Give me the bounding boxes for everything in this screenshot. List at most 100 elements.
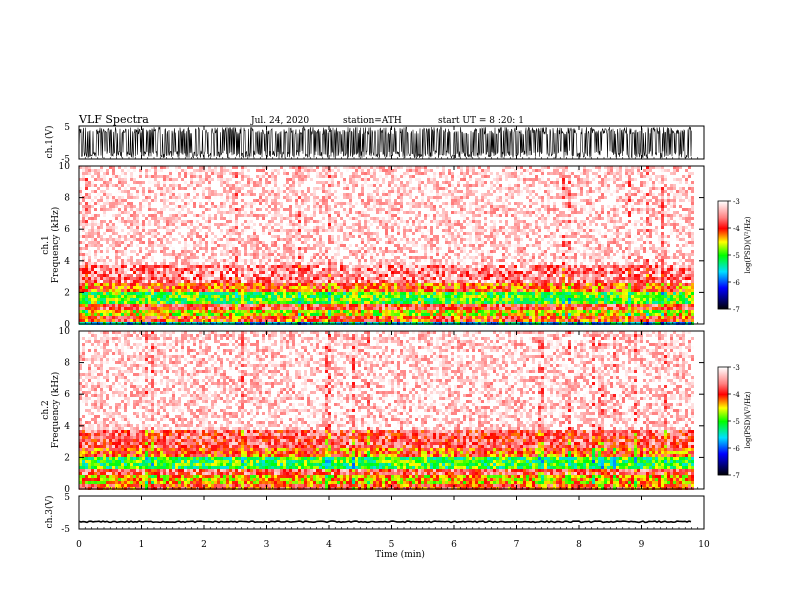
ch1-spectrogram-cell <box>148 184 151 187</box>
ch1-spectrogram-cell <box>334 319 337 322</box>
ch1-spectrogram-cell <box>220 214 223 217</box>
ch1-spectrogram-cell <box>208 271 211 274</box>
ch1-spectrogram-cell <box>310 226 313 229</box>
ch1-spectrogram-cell <box>118 199 121 202</box>
ch1-spectrogram-cell <box>178 187 181 190</box>
ch1-spectrogram-cell <box>112 274 115 277</box>
ch1-spectrogram-cell <box>136 214 139 217</box>
ch1-spectrogram-cell <box>139 190 142 193</box>
ch1-spectrogram-cell <box>199 298 202 301</box>
ch1-spectrogram-cell <box>295 268 298 271</box>
ch1-spectrogram-cell <box>295 313 298 316</box>
ch1-spectrogram-cell <box>154 238 157 241</box>
ch1-spectrogram-cell <box>313 217 316 220</box>
ch1-spectrogram-cell <box>88 187 91 190</box>
ch1-spectrogram-cell <box>271 232 274 235</box>
ch1-spectrogram-cell <box>316 271 319 274</box>
ch1-spectrogram-cell <box>298 256 301 259</box>
ch1-spectrogram-cell <box>301 262 304 265</box>
ch1-spectrogram-cell <box>304 256 307 259</box>
ch1-spectrogram-cell <box>235 301 238 304</box>
ch1-spectrogram-cell <box>235 211 238 214</box>
ch1-spectrogram-cell <box>139 208 142 211</box>
ch1-spectrogram-cell <box>118 181 121 184</box>
ch1-spectrogram-cell <box>151 277 154 280</box>
ch1-spectrogram-cell <box>142 274 145 277</box>
ch1-spectrogram-cell <box>256 313 259 316</box>
ch1-spectrogram-cell <box>280 256 283 259</box>
ch1-spectrogram-cell <box>94 313 97 316</box>
ch1-spectrogram-cell <box>286 223 289 226</box>
ch1-spectrogram-cell <box>271 274 274 277</box>
ch1-spectrogram-cell <box>217 214 220 217</box>
ch1-spectrogram-cell <box>280 184 283 187</box>
ch1-spectrogram-cell <box>274 274 277 277</box>
ch1-spectrogram-cell <box>304 295 307 298</box>
ch1-spectrogram-cell <box>145 292 148 295</box>
ch1-spectrogram-cell <box>82 181 85 184</box>
ch1-spectrogram-cell <box>160 289 163 292</box>
ch1-spectrogram-cell <box>217 235 220 238</box>
ch1-spectrogram-cell <box>349 301 352 304</box>
ch1-spectrogram-cell <box>181 316 184 319</box>
ch1-spectrogram-cell <box>316 253 319 256</box>
ch1-spectrogram-cell <box>238 301 241 304</box>
ch1-spectrogram-cell <box>142 217 145 220</box>
ch1-spectrogram-cell <box>160 244 163 247</box>
ch1-spectrogram-cell <box>304 271 307 274</box>
ch1-spectrogram-cell <box>295 235 298 238</box>
ch1-spectrogram-cell <box>130 292 133 295</box>
ch1-spectrogram-cell <box>322 298 325 301</box>
ch1-spectrogram-cell <box>226 259 229 262</box>
ch1-spectrogram-cell <box>262 304 265 307</box>
ch1-spectrogram-cell <box>175 184 178 187</box>
ch1-spectrogram-cell <box>226 190 229 193</box>
ch1-spectrogram-cell <box>142 211 145 214</box>
ch1-spectrogram-cell <box>139 217 142 220</box>
ch1-spectrogram-cell <box>256 178 259 181</box>
ch1-spectrogram-cell <box>115 253 118 256</box>
ch1-spectrogram-cell <box>244 295 247 298</box>
ch1-spectrogram-cell <box>214 193 217 196</box>
ch1-spectrogram-cell <box>223 223 226 226</box>
ch1-spectrogram-cell <box>94 211 97 214</box>
ch1-spectrogram-cell <box>199 307 202 310</box>
ch1-spectrogram-cell <box>229 280 232 283</box>
ch1-spectrogram-cell <box>166 235 169 238</box>
ch1-spectrogram-cell <box>346 238 349 241</box>
ch1-spectrogram-cell <box>235 292 238 295</box>
ch1-spectrogram-cell <box>322 307 325 310</box>
ch1-spectrogram-cell <box>250 313 253 316</box>
ch1-spectrogram-cell <box>259 310 262 313</box>
ch1-spectrogram-cell <box>316 175 319 178</box>
ch1-spectrogram-cell <box>352 265 355 268</box>
ch1-spectrogram-cell <box>208 181 211 184</box>
ch1-spectrogram-cell <box>163 250 166 253</box>
ch1-spectrogram-cell <box>313 208 316 211</box>
ch1-spectrogram-cell <box>358 301 361 304</box>
ch1-spectrogram-cell <box>313 274 316 277</box>
ch1-spectrogram-cell <box>100 226 103 229</box>
ch1-spectrogram-cell <box>82 211 85 214</box>
ch1-spectrogram-cell <box>187 190 190 193</box>
ch1-spectrogram-cell <box>241 283 244 286</box>
ch1-spectrogram-cell <box>304 310 307 313</box>
ch1-spectrogram-cell <box>238 268 241 271</box>
ch1-spectrogram-cell <box>88 226 91 229</box>
ch1-spectrogram-cell <box>277 313 280 316</box>
ch1-spectrogram-cell <box>235 271 238 274</box>
ch1-spectrogram-cell <box>313 301 316 304</box>
ch1-spectrogram-cell <box>193 256 196 259</box>
ch1-spectrogram-cell <box>244 250 247 253</box>
ch1-spectrogram-cell <box>178 175 181 178</box>
ch1-spectrogram-cell <box>211 271 214 274</box>
ch1-spectrogram-cell <box>352 199 355 202</box>
ch1-spectrogram-cell <box>250 217 253 220</box>
ch1-spectrogram-cell <box>91 202 94 205</box>
ch1-spectrogram-cell <box>313 169 316 172</box>
ch1-spectrogram-cell <box>166 274 169 277</box>
ch1-spectrogram-cell <box>169 184 172 187</box>
ch1-spectrogram-cell <box>295 211 298 214</box>
ch1-spectrogram-cell <box>100 265 103 268</box>
ch1-spectrogram-cell <box>196 214 199 217</box>
